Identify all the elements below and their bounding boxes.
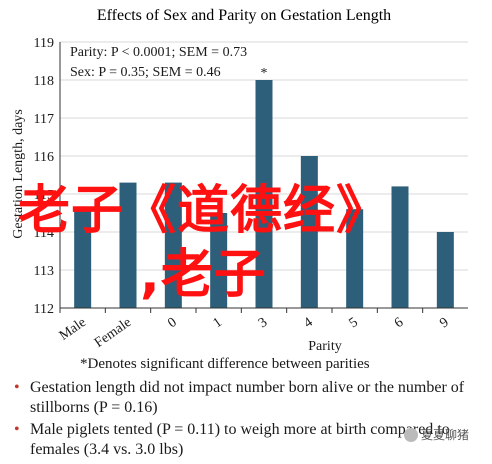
bullet-dot-icon: • [14, 379, 20, 396]
bar-4 [300, 156, 318, 308]
y-tick-label: 119 [34, 36, 54, 51]
overlay-text-2: ,老子 [140, 245, 267, 305]
x-axis-label: Parity [308, 339, 341, 354]
bar-5 [346, 209, 364, 308]
x-tick-label: 3 [256, 315, 270, 331]
x-axis-ticks: Male Female 0 1 3 4 5 6 9 [57, 308, 452, 351]
x-tick-label: Female [92, 315, 134, 351]
wechat-icon [404, 427, 418, 442]
x-tick-label: 1 [211, 315, 225, 331]
x-tick-label: 5 [347, 315, 361, 331]
bar-9 [436, 232, 454, 308]
significance-note: *Denotes significant difference between … [80, 356, 370, 372]
bullet-dot-icon: • [14, 421, 20, 438]
x-tick-label: Male [57, 315, 89, 344]
y-tick-label: 113 [34, 264, 54, 279]
y-tick-label: 117 [34, 112, 54, 127]
y-tick-label: 115 [34, 188, 54, 203]
annotation-parity: Parity: P < 0.0001; SEM = 0.73 [70, 45, 247, 60]
axes [59, 42, 468, 309]
bullet-text: Male piglets tented (P = 0.11) to weigh … [30, 421, 450, 458]
y-tick-label: 112 [34, 302, 54, 317]
y-axis-ticks: 112 113 114 115 116 117 118 119 [34, 36, 54, 317]
bar-0 [164, 182, 182, 308]
bar-male [74, 209, 92, 308]
watermark-text: 夏夏聊猪 [421, 428, 470, 442]
significance-star: * [261, 66, 268, 81]
bullet-item: • Male piglets tented (P = 0.11) to weig… [14, 420, 484, 460]
y-tick-label: 114 [34, 226, 54, 241]
x-tick-label: 4 [301, 315, 315, 331]
chart-title: Effects of Sex and Parity on Gestation L… [97, 7, 391, 24]
watermark: 夏夏聊猪 [404, 426, 469, 443]
bullet-list: • Gestation length did not impact number… [14, 378, 484, 462]
y-axis-label: Gestation Length, days [11, 109, 26, 238]
x-tick-label: 6 [392, 315, 406, 331]
x-tick-label: 0 [165, 315, 179, 331]
bar-chart: Effects of Sex and Parity on Gestation L… [11, 7, 468, 354]
x-tick-label: 9 [437, 315, 451, 331]
overlay-text-1: 老子《道德经》 [18, 181, 390, 241]
bar-6 [391, 186, 409, 308]
y-tick-label: 116 [34, 150, 54, 165]
y-tick-label: 118 [34, 74, 54, 89]
bar-1 [210, 213, 228, 308]
annotation-sex: Sex: P = 0.35; SEM = 0.46 [70, 65, 221, 80]
bullet-text: Gestation length did not impact number b… [30, 379, 465, 416]
bar-female [119, 182, 137, 308]
bars [74, 80, 454, 308]
bullet-item: • Gestation length did not impact number… [14, 378, 484, 418]
bar-3 [255, 80, 273, 308]
